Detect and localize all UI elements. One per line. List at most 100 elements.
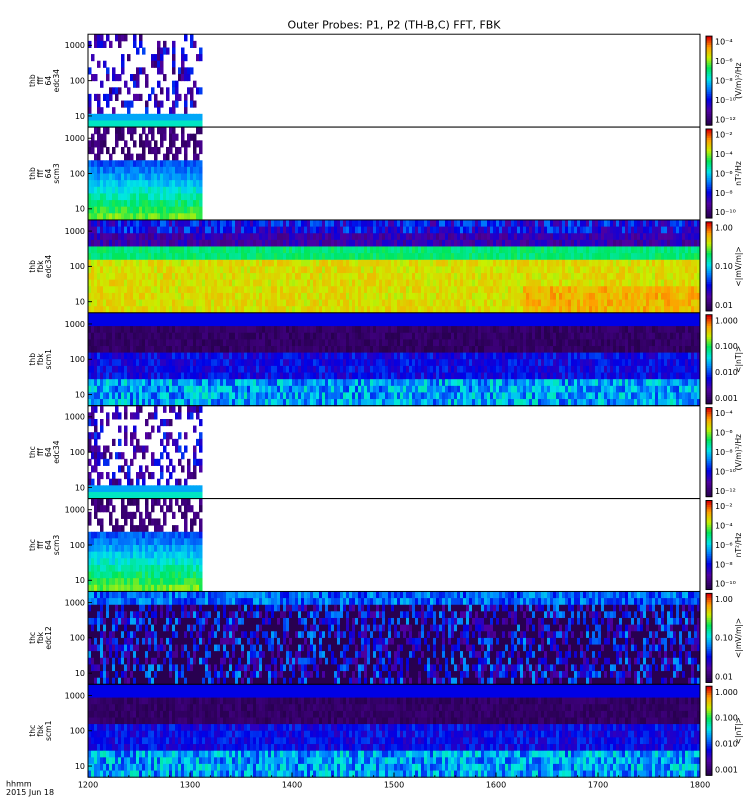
spectrogram-cell <box>127 273 131 281</box>
spectrogram-cell <box>610 306 614 314</box>
spectrogram-cell <box>184 259 188 267</box>
spectrogram-cell <box>97 399 101 407</box>
spectrogram-cell <box>433 239 437 247</box>
spectrogram-cell <box>163 379 167 387</box>
spectrogram-cell <box>472 273 476 281</box>
spectrogram-cell <box>127 359 131 367</box>
spectrogram-cell <box>115 292 119 301</box>
spectrogram-cell <box>352 292 356 301</box>
spectrogram-cell <box>358 359 362 367</box>
spectrogram-cell <box>301 253 305 261</box>
spectrogram-cell <box>571 292 575 301</box>
colorbar-segment <box>706 160 712 163</box>
spectrogram-cell <box>301 219 305 228</box>
spectrogram-cell <box>439 246 443 254</box>
spectrogram-cell <box>637 253 641 261</box>
spectrogram-cell <box>535 259 539 267</box>
spectrogram-cell <box>523 306 527 314</box>
spectrogram-cell <box>286 352 290 360</box>
spectrogram-cell <box>328 226 332 234</box>
spectrogram-cell <box>646 299 650 307</box>
spectrogram-cell <box>316 239 320 247</box>
spectrogram-cell <box>346 359 350 367</box>
spectrogram-cell <box>361 332 365 340</box>
spectrogram-cell <box>244 385 248 393</box>
spectrogram-cell <box>127 306 131 314</box>
spectrogram-cell <box>349 399 353 407</box>
spectrogram-cell <box>94 332 98 340</box>
colorbar-segment <box>706 45 712 48</box>
spectrogram-cell <box>382 286 386 294</box>
spectrogram-cell <box>583 233 587 241</box>
spectrogram-cell <box>199 239 203 247</box>
spectrogram-cell <box>94 352 98 360</box>
spectrogram-cell <box>229 359 233 367</box>
spectrogram-cell <box>466 233 470 241</box>
spectrogram-cell <box>277 233 281 241</box>
spectrogram-cell <box>193 319 197 327</box>
spectrogram-cell <box>481 259 485 267</box>
spectrogram-cell <box>532 233 536 241</box>
spectrogram-cell <box>133 140 137 148</box>
spectrogram-cell <box>391 226 395 234</box>
spectrogram-cell <box>109 352 113 360</box>
spectrogram-cell <box>97 299 101 307</box>
spectrogram-cell <box>487 273 491 281</box>
spectrogram-cell <box>451 259 455 267</box>
spectrogram-cell <box>205 319 209 327</box>
spectrogram-cell <box>148 160 152 168</box>
spectrogram-cell <box>127 100 131 108</box>
spectrogram-cell <box>655 292 659 301</box>
spectrogram-cell <box>415 253 419 261</box>
spectrogram-cell <box>160 319 164 327</box>
spectrogram-cell <box>550 273 554 281</box>
spectrogram-cell <box>193 153 197 161</box>
spectrogram-cell <box>160 140 164 148</box>
spectrogram-cell <box>646 246 650 254</box>
spectrogram-cell <box>94 279 98 287</box>
spectrogram-cell <box>91 379 95 387</box>
spectrogram-cell <box>295 286 299 294</box>
spectrogram-cell <box>463 292 467 301</box>
spectrogram-cell <box>136 120 140 128</box>
colorbar-tick-label: 10⁻⁸ <box>715 77 733 86</box>
spectrogram-cell <box>580 219 584 228</box>
spectrogram-cell <box>469 226 473 234</box>
spectrogram-cell <box>277 239 281 247</box>
spectrogram-cell <box>130 74 134 82</box>
spectrogram-cell <box>397 266 401 274</box>
spectrogram-cell <box>526 226 530 234</box>
spectrogram-cell <box>130 226 134 234</box>
spectrogram-cell <box>223 332 227 340</box>
spectrogram-cell <box>88 312 92 320</box>
spectrogram-cell <box>619 239 623 247</box>
spectrogram-cell <box>178 160 182 168</box>
spectrogram-cell <box>151 113 155 121</box>
spectrogram-cell <box>124 219 128 228</box>
spectrogram-cell <box>193 346 197 354</box>
spectrogram-cell <box>145 200 149 208</box>
spectrogram-cell <box>109 200 113 208</box>
spectrogram-cell <box>124 392 128 400</box>
spectrogram-cell <box>157 80 161 88</box>
spectrogram-cell <box>544 233 548 241</box>
spectrogram-cell <box>607 306 611 314</box>
spectrogram-cell <box>187 206 191 214</box>
spectrogram-cell <box>337 239 341 247</box>
spectrogram-cell <box>223 226 227 234</box>
spectrogram-cell <box>553 239 557 247</box>
spectrogram-cell <box>196 273 200 281</box>
spectrogram-cell <box>130 100 134 108</box>
spectrogram-cell <box>532 259 536 267</box>
spectrogram-cell <box>157 279 161 287</box>
spectrogram-cell <box>151 127 155 135</box>
spectrogram-cell <box>358 292 362 301</box>
spectrogram-cell <box>178 113 182 121</box>
spectrogram-cell <box>529 292 533 301</box>
spectrogram-cell <box>295 399 299 407</box>
colorbar-tick-label: 1.00 <box>715 224 733 233</box>
spectrogram-cell <box>433 259 437 267</box>
spectrogram-cell <box>124 352 128 360</box>
spectrogram-cell <box>181 193 185 201</box>
spectrogram-cell <box>124 319 128 327</box>
